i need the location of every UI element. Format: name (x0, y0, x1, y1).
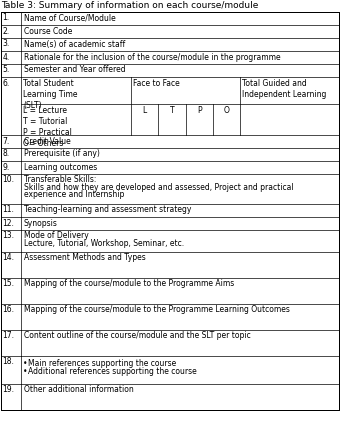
Text: Semester and Year offered: Semester and Year offered (23, 65, 125, 75)
Text: Content outline of the course/module and the SLT per topic: Content outline of the course/module and… (23, 332, 250, 340)
Text: L = Lecture
T = Tutorial
P = Practical
O= Others: L = Lecture T = Tutorial P = Practical O… (23, 106, 72, 148)
Text: Teaching-learning and assessment strategy: Teaching-learning and assessment strateg… (23, 206, 191, 214)
Text: O: O (224, 106, 230, 115)
Text: P: P (197, 106, 202, 115)
Text: Name(s) of academic staff: Name(s) of academic staff (23, 39, 125, 49)
Text: Face to Face: Face to Face (133, 79, 180, 88)
Text: Mapping of the course/module to the Programme Learning Outcomes: Mapping of the course/module to the Prog… (23, 305, 289, 315)
Text: Mapping of the course/module to the Programme Aims: Mapping of the course/module to the Prog… (23, 279, 234, 289)
Text: Main references supporting the course: Main references supporting the course (28, 358, 176, 367)
Text: Other additional information: Other additional information (23, 385, 133, 395)
Text: 11.: 11. (2, 206, 14, 214)
Text: Assessment Methods and Types: Assessment Methods and Types (23, 254, 145, 263)
Text: Credit Value: Credit Value (23, 137, 70, 145)
Text: •: • (22, 367, 27, 376)
Text: 1.: 1. (2, 14, 10, 23)
Text: Lecture, Tutorial, Workshop, Seminar, etc.: Lecture, Tutorial, Workshop, Seminar, et… (23, 239, 184, 248)
Text: 8.: 8. (2, 149, 10, 159)
Text: experience and Internship: experience and Internship (23, 191, 124, 199)
Text: Transferable Skills:: Transferable Skills: (23, 175, 96, 184)
Text: •: • (22, 358, 27, 367)
Text: Table 3: Summary of information on each course/module: Table 3: Summary of information on each … (1, 1, 258, 10)
Text: 10.: 10. (2, 175, 15, 184)
Text: 9.: 9. (2, 163, 10, 171)
Text: 14.: 14. (2, 254, 15, 263)
Text: Course Code: Course Code (23, 27, 72, 35)
Text: 13.: 13. (2, 232, 15, 240)
Text: Additional references supporting the course: Additional references supporting the cou… (28, 367, 196, 376)
Text: 19.: 19. (2, 385, 15, 395)
Text: 3.: 3. (2, 39, 10, 49)
Text: 4.: 4. (2, 53, 10, 61)
Text: 18.: 18. (2, 358, 14, 366)
Text: Total Student
Learning Time
(SLT): Total Student Learning Time (SLT) (23, 79, 78, 110)
Text: 12.: 12. (2, 218, 14, 228)
Text: Skills and how they are developed and assessed, Project and practical: Skills and how they are developed and as… (23, 183, 293, 192)
Text: Mode of Delivery: Mode of Delivery (23, 232, 88, 240)
Text: 6.: 6. (2, 79, 10, 88)
Text: Name of Course/Module: Name of Course/Module (23, 14, 115, 23)
Text: 5.: 5. (2, 65, 10, 75)
Text: 2.: 2. (2, 27, 10, 35)
Text: 17.: 17. (2, 332, 15, 340)
Text: 7.: 7. (2, 137, 10, 145)
Text: Learning outcomes: Learning outcomes (23, 163, 97, 171)
Text: 16.: 16. (2, 305, 15, 315)
Text: Total Guided and
Independent Learning: Total Guided and Independent Learning (242, 79, 327, 99)
Text: 15.: 15. (2, 279, 15, 289)
Text: Rationale for the inclusion of the course/module in the programme: Rationale for the inclusion of the cours… (23, 53, 280, 61)
Text: Prerequisite (if any): Prerequisite (if any) (23, 149, 99, 159)
Text: L: L (142, 106, 147, 115)
Text: T: T (170, 106, 174, 115)
Text: Synopsis: Synopsis (23, 218, 57, 228)
